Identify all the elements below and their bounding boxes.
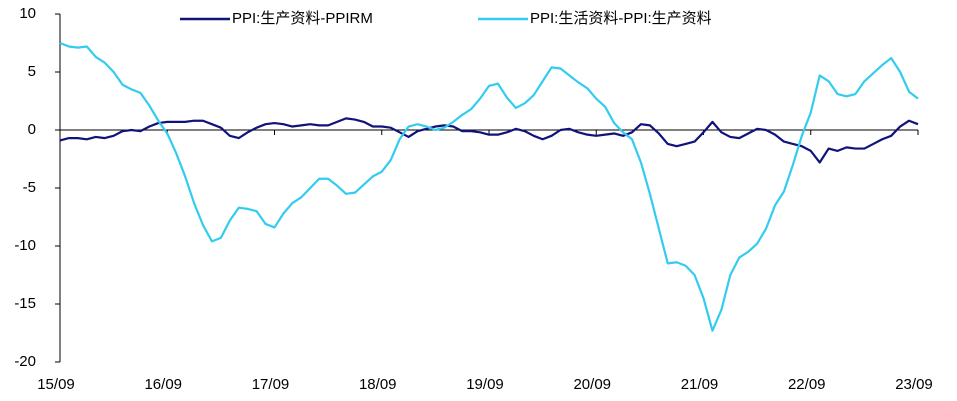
y-tick-label: 0: [28, 121, 36, 138]
x-tick-label: 19/09: [466, 376, 504, 393]
y-tick-label: 10: [19, 5, 36, 22]
x-tick-label: 20/09: [573, 376, 611, 393]
legend-label: PPI:生产资料-PPIRM: [232, 10, 373, 27]
legend-label: PPI:生活资料-PPI:生产资料: [530, 10, 712, 27]
y-tick-label: 5: [28, 63, 36, 80]
series-line: [59, 41, 919, 332]
y-tick-label: -10: [14, 237, 36, 254]
x-tick-label: 23/09: [895, 376, 933, 393]
y-tick-label: -20: [14, 353, 36, 370]
x-tick-label: 21/09: [681, 376, 719, 393]
y-tick-label: -15: [14, 295, 36, 312]
x-tick-label: 17/09: [252, 376, 290, 393]
x-tick-label: 22/09: [788, 376, 826, 393]
x-tick-label: 15/09: [37, 376, 75, 393]
x-tick-label: 18/09: [359, 376, 397, 393]
y-tick-label: -5: [23, 179, 36, 196]
series-line: [59, 117, 919, 164]
x-tick-label: 16/09: [144, 376, 182, 393]
